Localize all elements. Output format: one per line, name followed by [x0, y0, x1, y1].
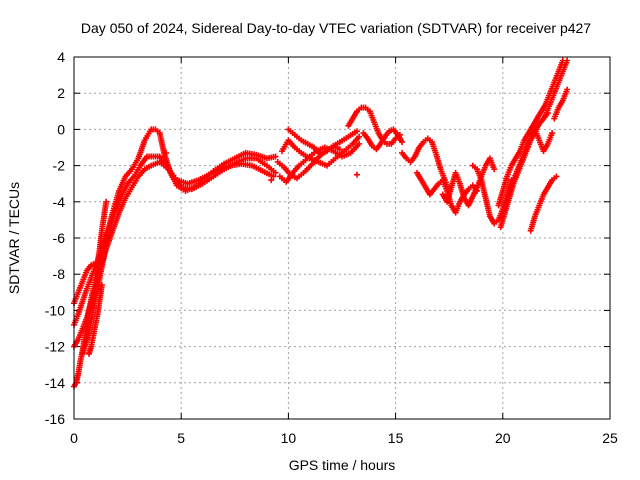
- y-axis-title: SDTVAR / TECUs: [6, 182, 22, 294]
- data-markers: [71, 57, 571, 390]
- x-tick-label: 25: [602, 430, 618, 446]
- data-point: [336, 146, 343, 153]
- y-tick-label: -6: [53, 230, 66, 246]
- data-point: [491, 166, 498, 173]
- data-point: [354, 171, 361, 178]
- y-tick-label: -8: [53, 266, 66, 282]
- data-point: [399, 139, 406, 146]
- chart-title: Day 050 of 2024, Sidereal Day-to-day VTE…: [81, 20, 591, 36]
- x-tick-label: 0: [70, 430, 78, 446]
- data-point: [553, 173, 560, 180]
- y-tick-label: -4: [53, 194, 66, 210]
- y-tick-label: -14: [45, 375, 65, 391]
- y-tick-label: -10: [45, 302, 65, 318]
- x-tick-label: 5: [177, 430, 185, 446]
- data-point: [564, 57, 571, 64]
- y-tick-label: -2: [53, 158, 66, 174]
- y-tick-label: -16: [45, 411, 65, 427]
- data-point: [103, 198, 110, 205]
- x-tick-label: 15: [388, 430, 404, 446]
- data-point: [163, 149, 170, 156]
- grid: [74, 57, 610, 419]
- y-tick-label: 4: [57, 49, 65, 65]
- data-point: [270, 173, 277, 180]
- data-point: [272, 153, 279, 160]
- data-point: [272, 169, 279, 176]
- data-point: [356, 133, 363, 140]
- x-axis-title: GPS time / hours: [289, 457, 396, 473]
- y-tick-label: -12: [45, 339, 65, 355]
- data-point: [354, 128, 361, 135]
- plot-frame: [73, 56, 611, 420]
- y-tick-label: 0: [57, 121, 65, 137]
- axis-ticks: 0 5 10 15 20 25 -16 -14 -12 -10 -8 -6 -4 -2 0 2 4: [45, 49, 618, 446]
- data-point: [268, 177, 275, 184]
- data-point: [549, 130, 556, 137]
- x-tick-label: 20: [495, 430, 511, 446]
- x-tick-label: 10: [281, 430, 297, 446]
- data-point: [356, 140, 363, 147]
- data-point: [98, 282, 105, 289]
- data-point: [103, 238, 110, 245]
- data-point: [564, 86, 571, 93]
- y-tick-label: 2: [57, 85, 65, 101]
